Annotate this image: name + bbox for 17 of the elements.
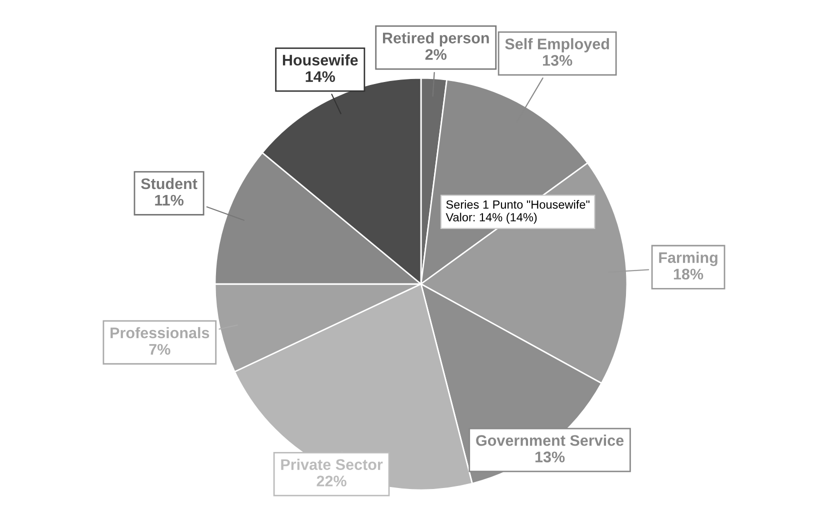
slice-label: Self Employed [505, 38, 609, 52]
data-label: 13% [535, 452, 565, 462]
data-label: 22% [316, 476, 346, 486]
slice-label: Farming [659, 252, 718, 266]
data-label: 11% [155, 194, 184, 206]
data-label: 7% [149, 344, 170, 355]
slice-label: Government Service [476, 434, 624, 446]
data-label: 13% [542, 55, 572, 66]
text: Series 1 Punto "Housewife" Valor: 14% (14%) [446, 200, 590, 224]
slice-label: Retired person [382, 32, 489, 46]
slice-label: Professionals [110, 327, 210, 338]
data-label: 14% [306, 71, 336, 82]
slice-label: Housewife [282, 54, 358, 66]
slice-label: Private Sector [281, 458, 383, 470]
data-label: 18% [674, 268, 704, 280]
slice-label: Student [141, 178, 198, 190]
data-label: 2% [425, 49, 447, 60]
